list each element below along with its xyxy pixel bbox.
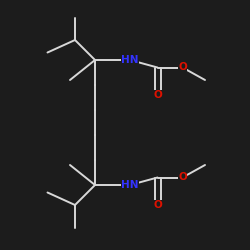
Text: O: O	[153, 200, 162, 210]
Text: HN: HN	[121, 180, 139, 190]
Text: O: O	[178, 172, 187, 182]
Text: O: O	[153, 90, 162, 100]
Text: O: O	[178, 62, 187, 72]
Text: HN: HN	[121, 55, 139, 65]
